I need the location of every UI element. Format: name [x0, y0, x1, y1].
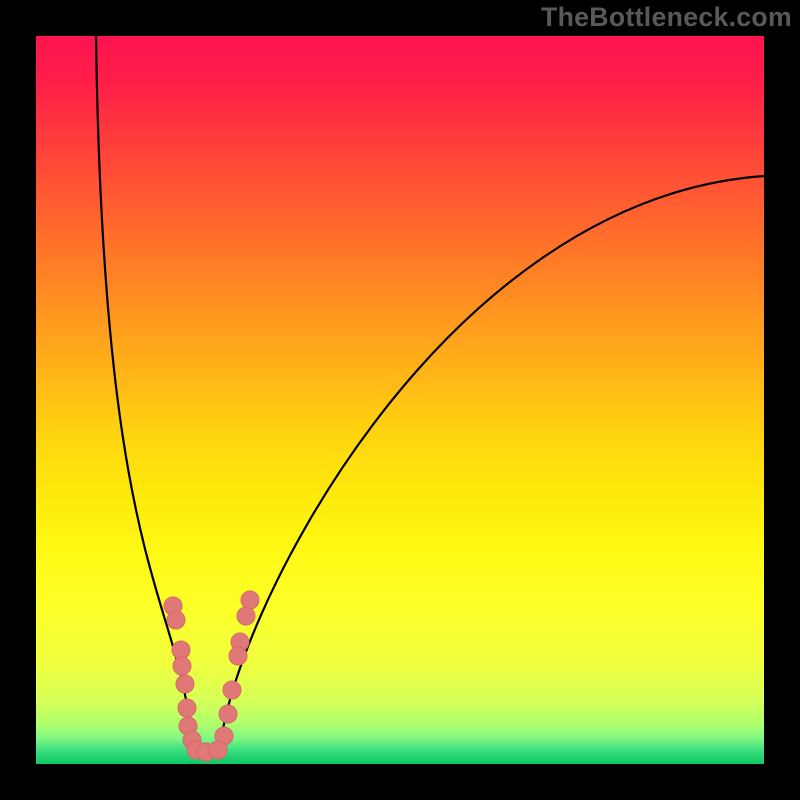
data-marker — [178, 699, 196, 717]
data-marker — [241, 591, 259, 609]
data-marker — [173, 657, 191, 675]
data-marker — [209, 741, 227, 759]
data-marker — [172, 641, 190, 659]
chart-plot-area — [36, 36, 764, 764]
curve-overlay — [36, 36, 764, 764]
bottleneck-curve — [96, 36, 764, 754]
data-marker — [229, 647, 247, 665]
data-marker — [237, 607, 255, 625]
data-marker — [223, 681, 241, 699]
watermark-text: TheBottleneck.com — [541, 2, 792, 33]
data-marker — [176, 675, 194, 693]
data-marker — [219, 705, 237, 723]
data-marker — [167, 611, 185, 629]
